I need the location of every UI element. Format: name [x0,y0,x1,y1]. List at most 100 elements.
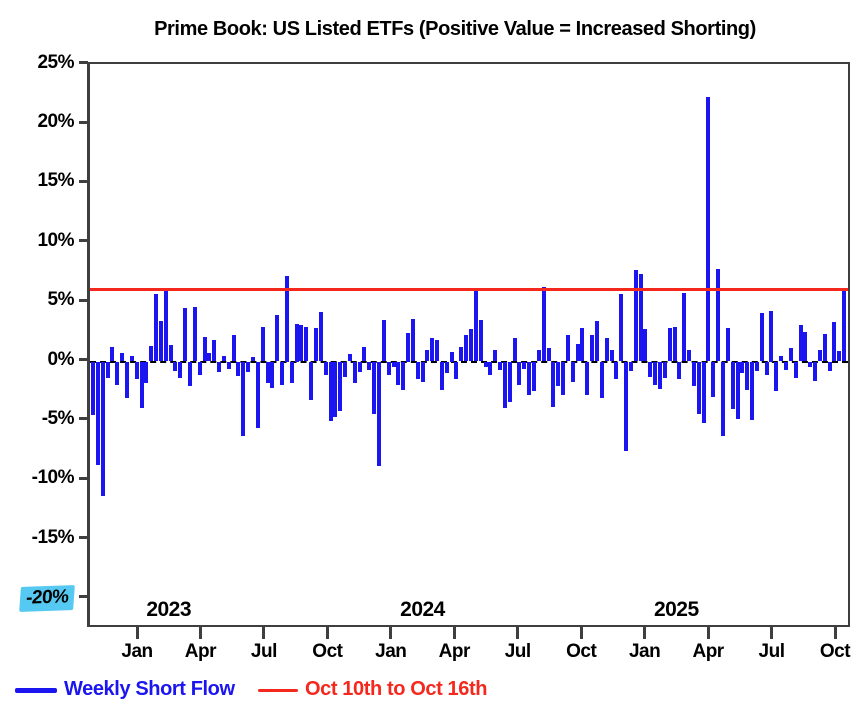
bar-week-108 [609,349,614,362]
x-tick-mark [643,627,647,639]
x-tick-mark [579,627,583,639]
x-tick-mark [452,627,456,639]
bar-week-55 [352,361,357,383]
y-tick-mark [79,358,88,361]
bar-week-69 [420,361,425,382]
bar-week-25 [207,353,212,362]
y-tick-mark [79,120,88,124]
bar-week-84 [493,349,498,362]
y-tick-label: -15% [31,526,75,548]
bar-week-22 [192,306,197,362]
y-tick-mark [79,536,88,540]
bar-week-128 [706,96,711,362]
bar-week-58 [367,361,372,370]
bar-week-97 [556,361,561,387]
bar-week-149 [808,361,813,368]
bar-week-76 [454,361,459,380]
x-tick-mark [325,627,329,639]
bar-week-1 [91,361,95,415]
bar-week-130 [716,268,721,362]
x-tick-mark [706,627,710,639]
bar-week-75 [449,352,454,362]
bar-week-56 [357,361,362,373]
bar-week-118 [658,361,662,389]
bar-week-65 [401,361,406,390]
bar-week-90 [522,361,527,369]
bar-week-125 [691,361,696,387]
bar-week-35 [255,361,260,428]
bar-week-100 [570,361,575,382]
bar-week-110 [619,293,624,362]
bar-week-5 [110,347,115,362]
reference-line [90,287,848,291]
bar-week-121 [672,327,677,362]
bar-week-114 [638,273,643,362]
bar-week-93 [536,349,541,362]
bar-week-32 [241,361,246,437]
bar-week-105 [595,321,599,362]
bar-week-62 [386,361,391,375]
x-tick-mark [198,627,202,639]
bar-week-14 [154,293,158,362]
bar-week-73 [439,361,444,390]
bar-week-146 [793,361,798,379]
bar-week-19 [178,361,183,379]
y-tick-label: -20% [0,584,75,612]
bar-week-63 [391,361,396,368]
y-tick-label: -5% [41,407,75,429]
bar-week-51 [333,361,338,418]
bar-week-52 [338,361,343,412]
bar-week-137 [750,361,755,420]
bar-week-102 [580,328,585,362]
bar-week-148 [803,331,808,362]
bar-week-124 [687,349,692,362]
bar-week-144 [784,361,788,370]
bar-week-43 [294,323,299,362]
bar-week-9 [129,355,134,362]
x-month-label: Jan [375,641,407,662]
bar-week-47 [313,328,318,362]
bar-week-111 [624,361,629,451]
y-tick-label: 10% [37,229,74,251]
bar-week-12 [144,361,149,383]
bar-week-80 [473,289,478,362]
bar-week-17 [168,344,173,362]
x-month-label: Apr [184,641,217,662]
y-tick-mark [79,298,88,302]
x-month-label: Oct [312,641,343,662]
bar-week-140 [764,361,769,375]
bar-week-61 [381,319,386,362]
bar-week-83 [488,361,493,375]
bar-week-98 [561,361,566,395]
bar-week-44 [299,324,304,362]
x-month-label: Apr [438,641,471,662]
bar-week-41 [284,276,289,362]
bar-week-87 [507,361,512,402]
bar-week-133 [730,361,735,409]
bar-week-38 [270,361,275,388]
bar-week-147 [798,324,803,362]
x-tick-mark [516,627,520,639]
x-year-label: 2025 [653,598,699,621]
bar-week-99 [565,335,570,362]
bar-week-107 [604,337,609,362]
bar-week-113 [633,270,638,362]
bar-week-104 [590,335,595,362]
bar-week-89 [517,361,522,386]
bar-week-120 [667,328,672,362]
y-tick-label: 15% [37,170,74,192]
x-month-label: Oct [566,641,597,662]
bar-week-57 [362,347,367,362]
bar-week-129 [711,361,716,398]
bar-week-23 [197,361,202,375]
bar-week-68 [415,361,420,380]
y-tick-label: 0% [47,348,75,370]
bar-week-27 [217,361,221,373]
bar-week-54 [347,354,352,362]
y-tick-mark [79,595,88,599]
bar-week-18 [173,361,178,371]
x-tick-mark [770,627,773,639]
bar-week-16 [163,289,168,362]
bar-week-26 [212,340,217,362]
